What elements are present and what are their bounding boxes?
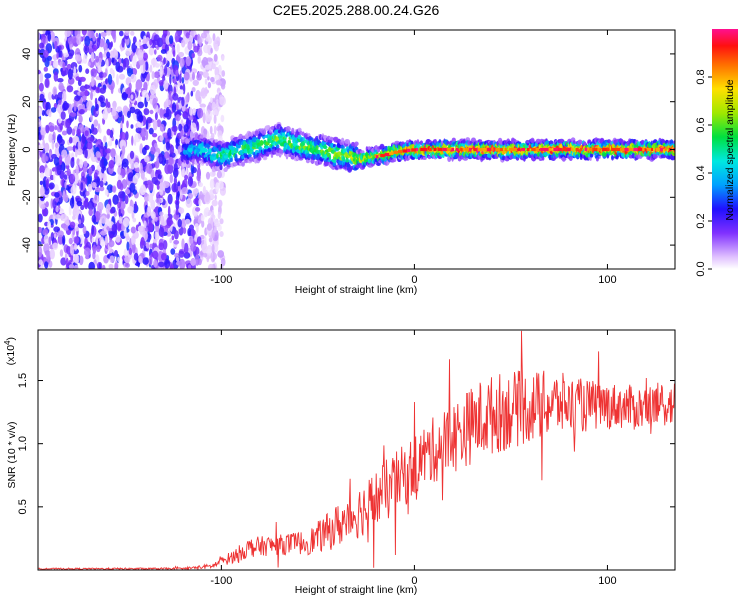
spectrogram-y-tick-label: 20	[21, 96, 33, 108]
snr-y-axis-label: SNR (10 * v/v)	[6, 421, 18, 488]
svg-text:(x104): (x104)	[3, 337, 17, 365]
snr-x-tick-label: 100	[598, 575, 616, 587]
spectrogram-y-axis-label: Frequency (Hz)	[6, 114, 18, 186]
colorbar-tick-label: 0.6	[695, 117, 707, 132]
snr-y-multiplier-close: )	[5, 337, 17, 341]
snr-y-tick-label: 1.0	[17, 436, 29, 451]
colorbar-tick-label: 0.8	[695, 69, 707, 84]
snr-x-axis-label: Height of straight line (km)	[295, 584, 418, 596]
spectrogram-x-tick-label: -100	[210, 274, 232, 286]
spectrogram-y-tick-label: -40	[21, 237, 33, 253]
chart-title: C2E5.2025.288.00.24.G26	[273, 2, 440, 18]
snr-y-tick-label: 1.5	[17, 373, 29, 388]
spectrogram-y-ticks: -40 -20 0 20 40	[21, 48, 675, 253]
snr-series-line	[38, 330, 675, 570]
snr-y-multiplier: (x104)	[3, 337, 17, 365]
snr-plot-area	[38, 330, 675, 570]
snr-x-ticks: -100 0 100	[210, 330, 617, 587]
snr-panel: -100 0 100 0.5 1.0 1.5 Height of straight li…	[3, 329, 676, 596]
colorbar-tick-label: 0.2	[695, 213, 707, 228]
colorbar-label: Normalized spectral amplitude	[724, 79, 736, 220]
spectrogram-y-tick-label: 40	[21, 48, 33, 60]
colorbar-ticks: 0.0 0.2 0.4 0.6 0.8	[695, 69, 712, 277]
spectrogram-x-axis-label: Height of straight line (km)	[295, 284, 418, 296]
snr-y-multiplier-exp: 4	[3, 340, 12, 345]
spectrogram-x-tick-label: 100	[598, 274, 616, 286]
spectrogram-x-ticks: -100 0 100	[210, 30, 617, 286]
snr-y-tick-label: 0.5	[17, 499, 29, 514]
spectrogram-plot-area	[38, 30, 675, 269]
snr-y-ticks: 0.5 1.0 1.5	[17, 373, 675, 514]
snr-y-multiplier-base: (x10	[5, 345, 17, 366]
colorbar-tick-label: 0.0	[695, 261, 707, 276]
spectrogram-x-tick-label: 0	[411, 274, 417, 286]
spectrogram-y-tick-label: 0	[21, 146, 33, 152]
snr-x-tick-label: -100	[210, 575, 232, 587]
colorbar: 0.0 0.2 0.4 0.6 0.8 Normalized spectral ampl…	[695, 29, 738, 277]
snr-frame	[37, 329, 676, 571]
colorbar-tick-label: 0.4	[695, 165, 707, 180]
snr-x-tick-label: 0	[411, 575, 417, 587]
spectrogram-panel: -100 0 100 -40 -20 0 20 40 Height of straight …	[6, 29, 676, 296]
colorbar-gradient	[712, 29, 738, 269]
spectrogram-y-tick-label: -20	[21, 189, 33, 205]
